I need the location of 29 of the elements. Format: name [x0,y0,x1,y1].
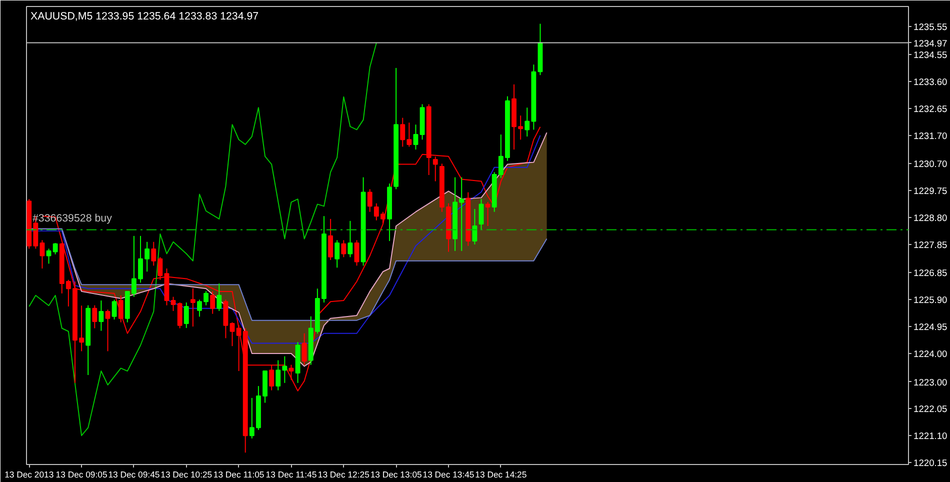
x-tick-label: 13 Dec 09:05 [56,470,108,480]
y-tick-label: 1228.80 [914,213,948,224]
y-tick-label: 1222.05 [914,404,948,414]
y-tick-label: 1224.00 [914,348,948,359]
y-tick-label: 1235.55 [914,22,948,32]
y-tick-label: 1225.90 [914,295,948,306]
y-tick-label: 1227.85 [914,240,948,250]
ref-line-label: 1234.97 [914,38,948,48]
y-tick-label: 1230.70 [914,159,948,170]
x-tick-label: 13 Dec 11:45 [266,470,317,480]
chart-title: XAUUSD,M5 1233.95 1235.64 1233.83 1234.97 [30,10,259,22]
x-tick-label: 13 Dec 14:25 [475,470,527,480]
x-tick-label: 13 Dec 13:05 [370,470,422,480]
y-tick-label: 1220.15 [914,458,948,468]
y-tick-label: 1231.70 [914,130,948,141]
y-tick-label: 1229.75 [914,186,948,196]
x-tick-label: 13 Dec 09:45 [108,470,160,480]
y-tick-label: 1221.10 [914,431,948,442]
y-tick-label: 1224.95 [914,322,948,332]
x-tick-label: 13 Dec 10:25 [160,470,212,480]
x-tick-label: 13 Dec 2013 [4,470,54,480]
y-tick-label: 1233.60 [914,77,948,88]
x-tick-label: 13 Dec 11:05 [213,470,264,480]
y-tick-label: 1232.65 [914,104,948,114]
x-tick-label: 13 Dec 13:45 [422,470,474,480]
x-tick-label: 13 Dec 12:25 [318,470,370,480]
y-tick-label: 1226.85 [914,268,948,278]
y-tick-label: 1234.55 [914,50,948,60]
y-tick-label: 1223.00 [914,377,948,388]
